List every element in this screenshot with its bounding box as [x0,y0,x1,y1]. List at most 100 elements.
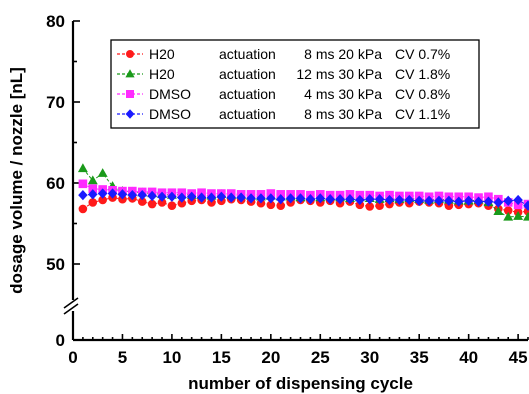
x-tick-label: 20 [261,348,280,367]
data-point [434,195,444,206]
data-point [493,197,504,208]
x-tick-label: 10 [162,348,181,367]
data-point [78,179,88,189]
legend-marker [125,109,135,119]
y-axis-title: dosage volume / nozzle [nL] [7,67,26,294]
series-line [82,193,529,207]
data-point [414,195,424,206]
data-point [137,197,147,206]
data-point [493,206,504,216]
data-point [523,211,529,221]
data-point [88,184,98,193]
legend-label: actuation [219,106,276,122]
legend-label: DMSO [149,86,191,102]
data-point [78,189,88,201]
data-point [335,194,345,205]
x-tick-label: 25 [311,348,330,367]
data-point [365,194,375,205]
data-point [305,194,316,205]
data-point [87,175,98,185]
series-line [82,183,529,206]
data-point [454,196,464,207]
x-tick-label: 30 [360,348,379,367]
data-point [295,193,306,204]
data-point [236,192,246,203]
legend-label: CV 0.7% [395,46,450,62]
legend-label: CV 0.8% [395,86,450,102]
legend-label: actuation [219,66,276,82]
data-point [147,199,157,209]
data-point [384,194,395,206]
data-point [404,194,415,206]
data-point [266,200,276,210]
y-tick-label: 80 [46,12,65,31]
axis-break-mark [63,303,79,315]
legend-marker [126,50,134,58]
data-point [97,188,108,199]
data-point [246,193,256,204]
legend-label: actuation [219,46,276,62]
legend-marker [126,90,134,98]
data-point [216,191,227,202]
data-point [374,194,385,205]
series-line [82,168,529,218]
data-point [325,194,335,205]
data-point [177,192,187,203]
legend-label: H20 [149,66,175,82]
x-tick-label: 0 [68,348,77,367]
data-point [315,193,326,204]
data-point [394,194,405,206]
data-point [77,163,88,173]
data-point [88,198,98,207]
legend-label: actuation [219,86,276,102]
data-point [355,194,365,206]
x-tick-label: 40 [459,348,478,367]
x-axis-title: number of dispensing cycle [188,374,413,393]
x-tick-label: 35 [410,348,429,367]
data-point [513,194,523,206]
y-tick-label: 70 [46,93,65,112]
data-point [157,198,167,207]
data-point [276,201,286,210]
data-point [78,204,88,214]
data-point [186,191,197,202]
data-point [503,195,513,206]
data-point [117,189,128,200]
legend-label: 12 ms 30 kPa [296,66,382,82]
data-point [503,211,514,221]
y-tick-label: 60 [46,174,65,193]
data-point [88,189,98,200]
x-tick-label: 5 [118,348,127,367]
data-point [503,206,513,215]
data-point [266,193,276,204]
legend-label: 8 ms 30 kPa [304,106,382,122]
legend-label: DMSO [149,106,191,122]
data-point [365,202,375,211]
legend-label: H20 [149,46,175,62]
y-tick-label: 0 [56,331,65,350]
x-tick-label: 15 [212,348,231,367]
x-tick-label: 45 [509,348,528,367]
data-point [137,189,147,201]
data-point [424,195,434,206]
data-point [107,188,118,199]
data-point [483,196,494,207]
data-point [256,193,266,204]
data-point [226,192,236,203]
data-point [345,194,355,205]
data-point [167,201,177,210]
data-point [463,195,474,206]
axis-break-gap [65,300,81,311]
data-point [375,201,384,210]
legend-marker [125,69,135,78]
data-point [285,193,296,204]
data-point [177,198,187,208]
legend-box [110,39,480,129]
data-point [98,195,107,205]
data-point [513,211,524,220]
data-point [206,192,217,203]
series-line [82,197,529,213]
data-point [127,189,138,201]
